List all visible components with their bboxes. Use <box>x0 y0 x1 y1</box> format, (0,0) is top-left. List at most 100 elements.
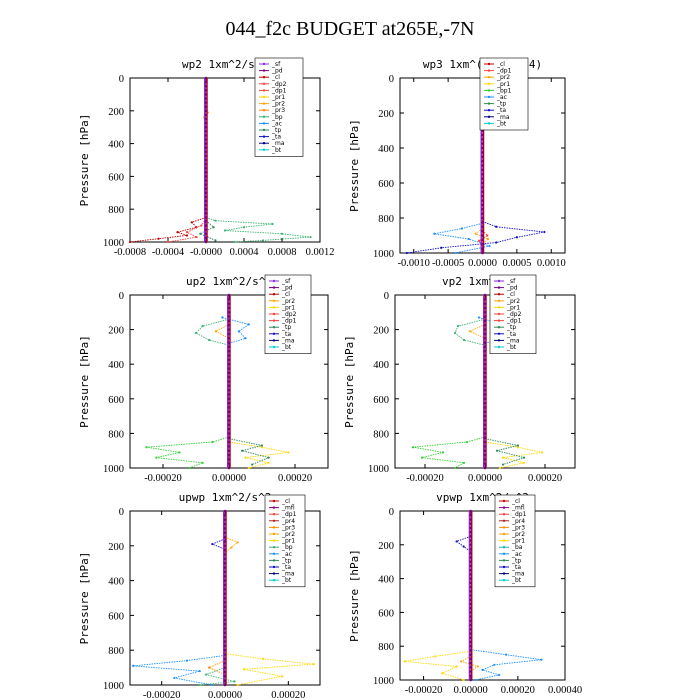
series-bp1 <box>412 436 486 469</box>
data-point <box>469 539 473 542</box>
data-point <box>481 216 484 220</box>
data-point <box>223 574 227 578</box>
data-point <box>208 666 211 669</box>
legend-marker <box>487 102 491 105</box>
data-point <box>469 589 473 593</box>
legend-marker <box>272 286 276 289</box>
data-point <box>469 640 473 644</box>
series-ta <box>406 221 545 254</box>
data-point <box>516 444 520 447</box>
legend: _cl_mfl_dp1_pr4_pr3_pr2_pr1_ba_ac_tp_ta_… <box>494 494 536 588</box>
data-point <box>204 673 208 676</box>
series-bp <box>199 667 235 686</box>
y-tick-label: 800 <box>108 205 124 216</box>
legend-marker <box>502 539 506 542</box>
data-point <box>462 338 466 342</box>
legend-label: _pr1 <box>281 538 295 545</box>
data-point <box>483 362 487 366</box>
data-point <box>195 235 198 239</box>
data-point <box>227 410 231 414</box>
data-point <box>176 231 179 234</box>
data-point <box>469 513 473 517</box>
series-pr3 <box>208 660 226 676</box>
data-point <box>241 449 244 452</box>
data-point <box>204 138 208 141</box>
series-ac <box>434 222 492 254</box>
data-point <box>481 238 484 242</box>
legend-label: _cl <box>271 74 280 81</box>
data-point <box>469 661 473 665</box>
data-point <box>223 540 227 543</box>
legend-marker <box>272 513 276 516</box>
y-tick-label: 400 <box>373 360 389 371</box>
data-point <box>227 397 231 401</box>
data-point <box>223 570 227 574</box>
data-point <box>223 518 227 521</box>
legend-label: _ta <box>511 564 521 571</box>
data-point <box>483 449 487 452</box>
data-point <box>223 648 227 652</box>
y-tick-label: 600 <box>378 179 394 190</box>
data-point <box>227 384 231 388</box>
data-point <box>223 675 227 678</box>
data-point <box>204 195 208 199</box>
legend-marker <box>272 345 276 349</box>
data-point <box>190 221 193 224</box>
data-point <box>483 414 487 418</box>
y-tick-label: 200 <box>108 542 124 553</box>
panel-vpwp: vpwp 1xm^2/s^302004006008001000Pressure … <box>348 491 582 696</box>
data-point <box>309 235 312 239</box>
y-tick-label: 400 <box>108 577 124 588</box>
legend-marker <box>272 546 276 549</box>
data-point <box>483 419 487 422</box>
series-pr1 <box>484 441 543 469</box>
legend-marker <box>497 345 501 349</box>
data-point <box>483 371 487 375</box>
legend-marker <box>272 559 276 562</box>
legend-marker <box>272 339 276 342</box>
data-point <box>185 231 189 234</box>
data-point <box>481 168 484 172</box>
data-point <box>501 463 505 466</box>
data-point <box>227 401 231 405</box>
data-point <box>223 601 227 604</box>
panel-title: up2 1xm^2/s^3 <box>186 275 272 288</box>
legend-label: _ac <box>511 551 522 558</box>
data-point <box>204 240 208 244</box>
data-point <box>483 302 487 305</box>
legend-label: _dp1 <box>281 511 297 518</box>
data-point <box>483 406 487 409</box>
data-point <box>467 237 470 241</box>
data-point <box>204 105 208 108</box>
legend-label: _pr2 <box>496 74 510 81</box>
data-point <box>223 583 227 587</box>
data-point <box>166 240 170 244</box>
legend-label: _pr2 <box>281 531 295 538</box>
legend-marker <box>497 279 501 283</box>
y-tick-label: 600 <box>378 608 394 619</box>
data-point <box>483 445 487 448</box>
data-point <box>204 191 208 195</box>
series-bp <box>205 216 311 243</box>
legend-label: _ma <box>281 337 295 344</box>
data-point <box>223 622 227 626</box>
data-point <box>227 371 231 375</box>
data-point <box>227 293 231 297</box>
data-point <box>223 635 227 639</box>
data-point <box>194 331 198 335</box>
data-point <box>501 456 505 459</box>
legend-label: _pr1 <box>281 304 295 311</box>
data-point <box>236 541 239 544</box>
data-point <box>223 661 227 665</box>
legend-marker <box>502 565 506 569</box>
legend-label: _pr1 <box>271 94 285 101</box>
data-point <box>481 137 484 141</box>
data-point <box>483 341 487 344</box>
legend-marker <box>272 326 276 329</box>
data-point <box>483 306 487 310</box>
data-point <box>227 298 231 301</box>
series-bp <box>195 318 230 346</box>
series-ta <box>455 535 471 552</box>
data-point <box>204 216 208 219</box>
